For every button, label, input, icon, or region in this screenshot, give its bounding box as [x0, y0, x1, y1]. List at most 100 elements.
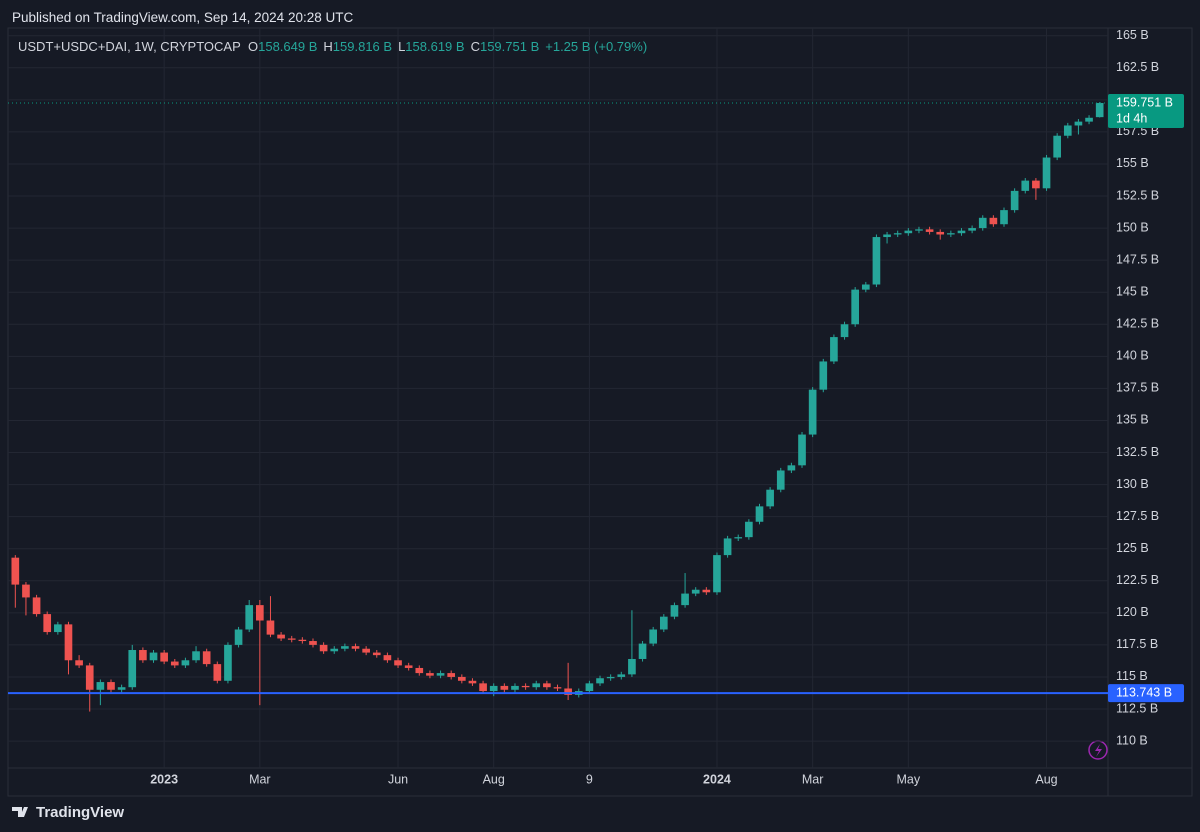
candle-body: [85, 665, 94, 690]
y-tick-label: 145 B: [1116, 284, 1149, 298]
candle-body: [883, 234, 891, 238]
candle-body: [32, 597, 41, 615]
y-tick-label: 137.5 B: [1116, 381, 1159, 395]
x-tick-label: Mar: [249, 772, 271, 786]
candle-body: [468, 680, 477, 684]
low-value: 158.619 B: [405, 39, 465, 54]
legend-header: USDT+USDC+DAI, 1W, CRYPTOCAP O158.649 B H…: [18, 39, 653, 54]
candle-body: [202, 651, 211, 665]
candle-body: [1032, 180, 1040, 189]
candle-body: [915, 229, 923, 231]
candle-body: [968, 228, 976, 231]
candle-body: [224, 644, 232, 681]
y-tick-label: 120 B: [1116, 605, 1149, 619]
y-tick-label: 155 B: [1116, 156, 1149, 170]
y-tick-label: 115 B: [1116, 669, 1148, 683]
y-tick-label: 122.5 B: [1116, 573, 1159, 587]
candle-body: [489, 685, 498, 692]
candle-body: [989, 217, 998, 225]
candle-body: [54, 624, 62, 633]
candle-body: [351, 646, 360, 649]
candle-body: [383, 655, 392, 661]
candle-body: [606, 676, 615, 679]
candle-body: [681, 593, 689, 606]
candle-body: [64, 624, 73, 661]
candle-body: [1010, 190, 1019, 211]
close-value: 159.751 B: [479, 39, 540, 54]
brand-logo: [12, 807, 28, 817]
candle-body: [107, 682, 115, 690]
chart-frame: [7, 27, 1193, 797]
y-tick-label: 152.5 B: [1116, 188, 1159, 202]
candle-body: [649, 629, 658, 644]
candle-body: [553, 687, 562, 689]
candle-body: [723, 538, 732, 556]
open-value: 158.649 B: [258, 39, 318, 54]
alert-icon-bolt: [1095, 744, 1102, 757]
high-value: 159.816 B: [332, 39, 393, 54]
candle-body: [521, 685, 530, 688]
candle-body: [213, 664, 222, 681]
candle-body: [957, 230, 966, 234]
candle-body: [861, 284, 870, 290]
candle-body: [585, 683, 594, 692]
x-tick-label: 2023: [150, 772, 178, 786]
candle-body: [256, 605, 264, 621]
y-tick-label: 112.5 B: [1116, 701, 1158, 715]
candle-body: [787, 465, 796, 471]
x-tick-label: Mar: [802, 772, 824, 786]
candle-body: [659, 616, 668, 630]
candle-body: [851, 289, 859, 325]
candle-body: [745, 521, 753, 538]
x-tick-label: Aug: [1035, 772, 1057, 786]
candle-body: [234, 629, 243, 645]
y-tick-label: 135 B: [1116, 413, 1149, 427]
open-key: O: [247, 39, 259, 54]
change-value: +1.25 B (+0.79%): [545, 39, 648, 54]
x-tick-label: Jun: [388, 772, 408, 786]
candle-body: [149, 652, 158, 661]
price-label-box: [1108, 684, 1184, 703]
candle-body: [139, 650, 147, 661]
symbol: USDT+USDC+DAI, 1W, CRYPTOCAP: [18, 39, 241, 54]
price-label: 113.743 B: [1116, 685, 1172, 699]
candle-body: [372, 652, 381, 656]
candle-body: [128, 650, 137, 688]
candle-body: [798, 434, 806, 466]
candle-body: [936, 231, 945, 235]
candle-body: [43, 614, 52, 633]
last-price-box: [1108, 94, 1184, 129]
candle-body: [734, 537, 743, 539]
candle-body: [819, 361, 828, 390]
y-tick-label: 125 B: [1116, 541, 1149, 555]
x-tick-label: 2024: [703, 772, 731, 786]
candle-body: [766, 489, 774, 507]
candle-body: [893, 233, 902, 235]
candle-body: [1053, 135, 1061, 158]
candle-body: [404, 665, 413, 668]
candle-body: [170, 661, 179, 666]
candle-body: [277, 634, 285, 639]
low-key: L: [398, 39, 406, 54]
candle-body: [628, 658, 636, 675]
candle-body: [160, 652, 168, 662]
candle-body: [245, 605, 254, 630]
candle-body: [415, 667, 424, 674]
brand-name: TradingView: [36, 804, 124, 821]
candle-body: [808, 389, 817, 435]
y-tick-label: 147.5 B: [1116, 252, 1159, 266]
candle-body: [1042, 157, 1051, 189]
candle-body: [96, 682, 105, 690]
x-tick-label: May: [897, 772, 921, 786]
candle-body: [117, 687, 126, 690]
candle-body: [840, 324, 849, 338]
candle-body: [702, 589, 711, 593]
y-tick-label: 142.5 B: [1116, 317, 1159, 331]
candle-body: [192, 651, 200, 661]
x-tick-label: 9: [586, 772, 593, 786]
y-tick-label: 132.5 B: [1116, 445, 1159, 459]
candle-body: [479, 683, 487, 692]
countdown-label: 1d 4h: [1116, 111, 1147, 125]
candle-body: [319, 644, 328, 652]
